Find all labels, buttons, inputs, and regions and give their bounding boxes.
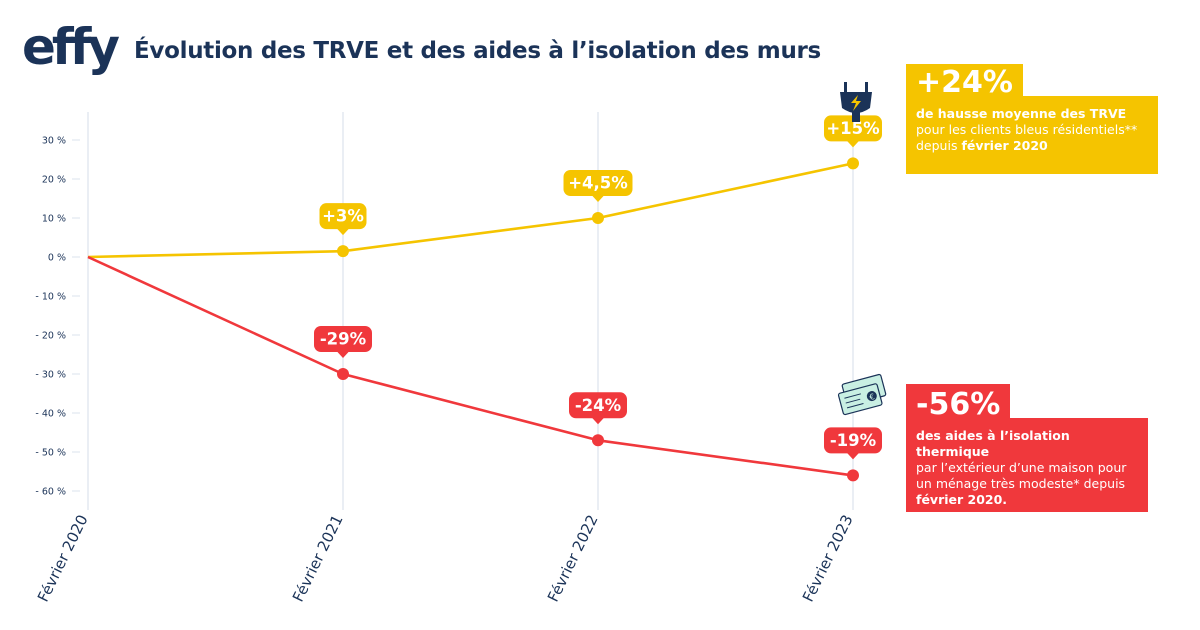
data-label-pointer xyxy=(592,417,604,425)
data-label-bg xyxy=(314,326,372,352)
y-tick-label: 0 % xyxy=(48,253,66,264)
x-tick-label: Février 2022 xyxy=(544,512,602,605)
aides-callout-line2: par l’extérieur d’une maison pour xyxy=(916,460,1127,475)
data-label-text: -24% xyxy=(575,396,622,415)
plug-icon xyxy=(840,82,872,122)
y-tick-label: - 40 % xyxy=(35,409,66,420)
data-label-bg xyxy=(824,115,882,142)
series-line-1 xyxy=(87,255,854,477)
y-tick-label: - 60 % xyxy=(35,487,66,498)
data-point xyxy=(847,157,859,170)
trve-callout-line2: pour les clients bleus résidentiels** xyxy=(916,122,1138,137)
aides-callout-line3: un ménage très modeste* depuis xyxy=(916,476,1126,491)
data-point xyxy=(337,368,349,380)
aides-callout-line4: février 2020. xyxy=(916,492,1008,507)
data-label: -29% xyxy=(314,326,372,358)
series-layer xyxy=(87,157,859,482)
data-label: +4,5% xyxy=(563,170,633,202)
y-tick-label: 20 % xyxy=(42,175,66,186)
banknotes-icon: € xyxy=(837,373,887,416)
data-label: +3% xyxy=(319,203,367,236)
data-label-pointer xyxy=(847,452,859,460)
y-tick-label: 10 % xyxy=(42,214,66,225)
trve-callout-line1: de hausse moyenne des TRVE xyxy=(916,106,1127,121)
data-label-pointer xyxy=(592,195,604,202)
x-axis-ticks: Février 2020 Février 2021 Février 2022 Févr… xyxy=(34,512,857,605)
data-label-text: -29% xyxy=(320,330,367,349)
y-tick-label: - 20 % xyxy=(35,331,66,342)
trve-callout-line3-bold: février 2020 xyxy=(961,138,1048,153)
y-axis-ticks: 30 % 20 % 10 % 0 % - 10 % - 20 % - 30 % - 40 % -… xyxy=(35,136,80,498)
data-labels-layer: +3% +4,5% +15% -29% -24% -19% xyxy=(314,115,882,460)
data-point xyxy=(592,212,604,224)
data-label-text: -19% xyxy=(830,431,877,450)
trve-callout: de hausse moyenne des TRVE pour les clie… xyxy=(906,96,1158,174)
svg-text:€: € xyxy=(868,392,875,402)
data-label: -19% xyxy=(824,427,882,460)
aides-callout-line1: des aides à l’isolation thermique xyxy=(916,428,1070,459)
series-line-0 xyxy=(87,162,854,259)
aides-callout: des aides à l’isolation thermique par l’… xyxy=(906,418,1148,512)
data-label-bg xyxy=(569,392,627,419)
aides-big-figure: -56% xyxy=(906,384,1011,424)
effy-logo: effy xyxy=(22,18,120,76)
data-point xyxy=(337,245,349,258)
data-label-pointer xyxy=(337,351,349,358)
trve-big-figure: +24% xyxy=(906,64,1023,102)
data-point xyxy=(592,434,604,447)
data-label-bg xyxy=(824,427,882,454)
trve-callout-line3: depuis février 2020 xyxy=(916,138,1146,154)
data-label-bg xyxy=(563,170,633,196)
data-label: -24% xyxy=(569,392,627,425)
data-label-pointer xyxy=(337,228,349,236)
x-tick-label: Février 2021 xyxy=(289,512,347,605)
data-label-bg xyxy=(319,203,367,230)
data-label-text: +4,5% xyxy=(568,174,628,193)
data-point xyxy=(847,469,859,482)
y-tick-label: 30 % xyxy=(42,136,66,147)
data-label-pointer xyxy=(847,140,859,148)
trve-callout-line3-pre: depuis xyxy=(916,138,962,153)
x-tick-label: Février 2023 xyxy=(799,512,857,605)
y-tick-label: - 50 % xyxy=(35,448,66,459)
y-tick-label: - 10 % xyxy=(35,292,66,303)
data-label-text: +3% xyxy=(322,207,364,226)
data-label: +15% xyxy=(824,115,882,148)
y-tick-label: - 30 % xyxy=(35,370,66,381)
data-label-text: +15% xyxy=(826,119,880,138)
x-tick-label: Février 2020 xyxy=(34,512,92,605)
page-title: Évolution des TRVE et des aides à l’isol… xyxy=(134,38,821,64)
